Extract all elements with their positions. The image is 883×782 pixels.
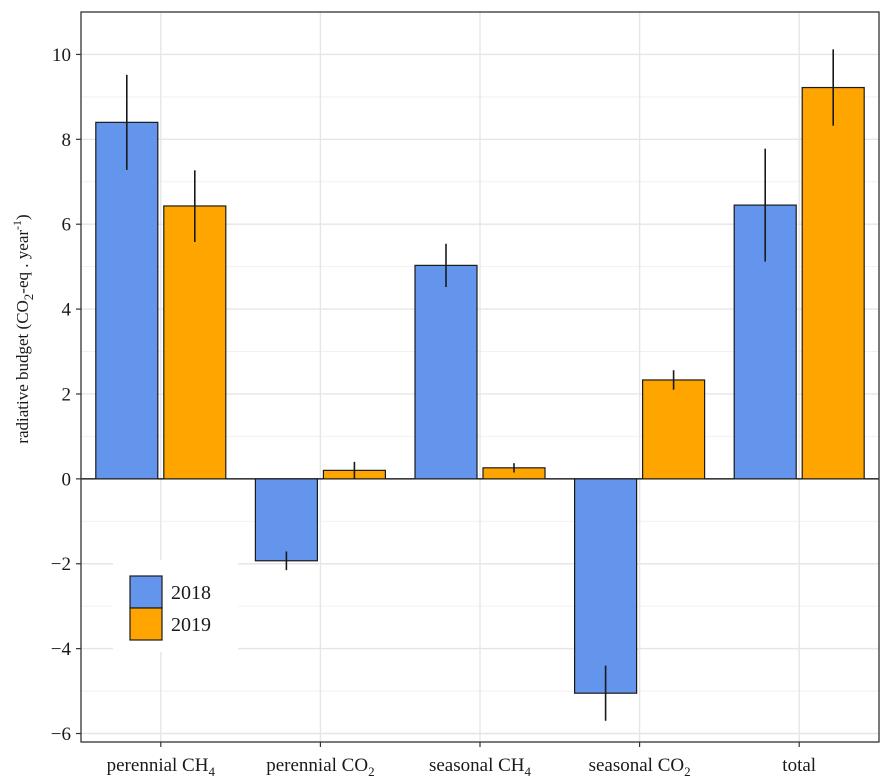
y-tick-label: 8 xyxy=(62,130,72,151)
y-tick-label: −4 xyxy=(51,639,72,660)
bar-2018-3 xyxy=(573,478,638,694)
y-tick-labels: −6 −4 −2 0 2 4 6 8 10 xyxy=(51,45,72,745)
legend-key-2019 xyxy=(129,607,163,641)
x-tick-labels: perennial CH4 perennial CO2 seasonal CH4 se… xyxy=(107,755,816,779)
bar-2018-0 xyxy=(95,121,159,480)
bar-2018-2 xyxy=(414,264,478,480)
legend-label-2019: 2019 xyxy=(171,614,211,636)
y-tick-label: 10 xyxy=(52,45,71,66)
x-category-label: seasonal CO2 xyxy=(589,755,691,779)
bar-2019-3 xyxy=(641,379,706,480)
y-tick-label: 6 xyxy=(62,215,72,236)
bars xyxy=(95,86,865,694)
y-tick-label: −6 xyxy=(51,724,71,745)
x-category-label: perennial CH4 xyxy=(107,755,216,779)
x-category-label: seasonal CH4 xyxy=(429,755,532,779)
error-bars xyxy=(126,49,835,721)
legend-key-2018 xyxy=(129,575,163,609)
legend-label-2018: 2018 xyxy=(171,582,211,604)
x-category-label: total xyxy=(782,755,816,776)
y-tick-label: 4 xyxy=(62,300,72,321)
x-category-label: perennial CO2 xyxy=(266,755,374,779)
bar-2019-0 xyxy=(163,205,227,480)
y-tick-label: 2 xyxy=(62,384,72,405)
y-axis-title: radiative budget (CO2-eq . year-1) xyxy=(10,214,36,443)
y-tick-label: −2 xyxy=(51,554,71,575)
axes xyxy=(76,11,880,747)
y-tick-label: 0 xyxy=(62,469,72,490)
legend: 2018 2019 xyxy=(113,560,238,652)
bar-2019-4 xyxy=(801,86,865,480)
bar-2018-1 xyxy=(254,478,318,562)
